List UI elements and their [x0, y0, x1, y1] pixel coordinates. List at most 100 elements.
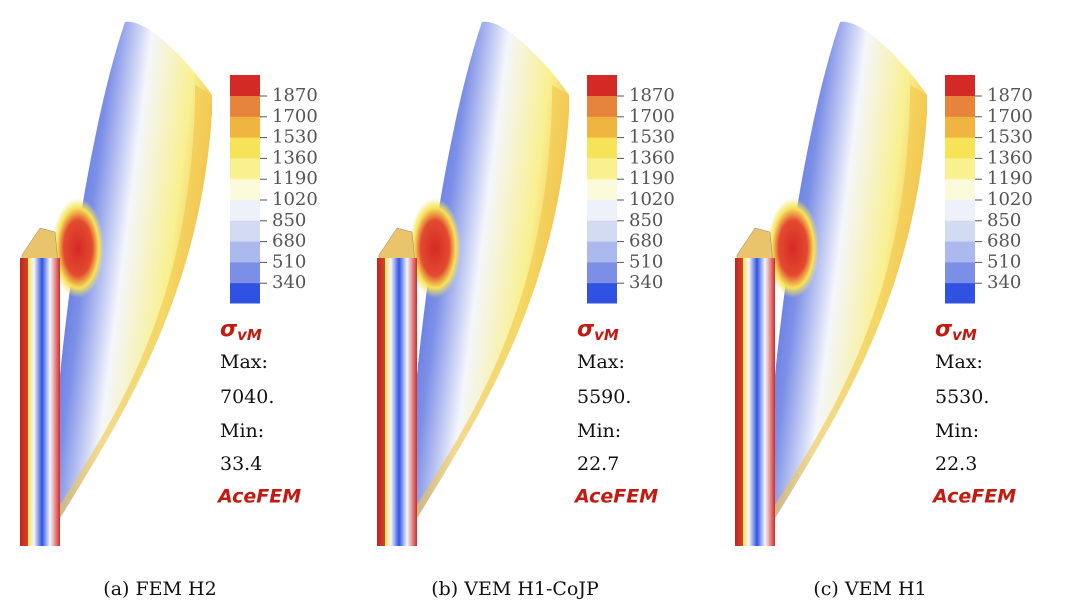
column-cap [736, 227, 774, 263]
colorbar-label: 1700 [987, 106, 1033, 127]
quantity-subscript: vM [952, 326, 977, 344]
colorbar-band [230, 262, 260, 284]
colorbar-label: 1530 [629, 127, 675, 148]
stress-peak [767, 198, 819, 298]
software-logo: AceFEM [216, 486, 301, 508]
colorbar-label: 340 [629, 272, 663, 293]
software-logo: AceFEM [931, 486, 1016, 508]
colorbar-band [945, 116, 975, 139]
colorbar-band [945, 137, 975, 159]
column-cap [21, 227, 59, 263]
colorbar-band [587, 96, 617, 118]
quantity-symbol: σ [577, 317, 595, 342]
quantity-label: σvM [220, 317, 262, 344]
colorbar-band [230, 220, 260, 243]
caption: (a) FEM H2 [103, 578, 216, 600]
min-label: Min: [577, 420, 621, 442]
quantity-label: σvM [935, 317, 977, 344]
min-label: Min: [935, 420, 979, 442]
colorbar-label: 1190 [272, 168, 318, 189]
max-value: 7040. [220, 386, 274, 408]
column-cap [378, 227, 416, 263]
colorbar-band [587, 116, 617, 139]
colorbar-label: 680 [629, 231, 663, 252]
colorbar-label: 1530 [987, 127, 1033, 148]
colorbar-label: 1020 [629, 189, 675, 210]
column-edge [735, 258, 743, 546]
max-label: Max: [577, 351, 625, 373]
fan-edge [411, 85, 569, 528]
colorbar-band [230, 116, 260, 139]
colorbar-band [587, 262, 617, 284]
colorbar-label: 1020 [987, 189, 1033, 210]
quantity-subscript: vM [237, 326, 262, 344]
colorbar-label: 510 [629, 251, 663, 272]
colorbar-label: 680 [272, 231, 306, 252]
colorbar-label: 850 [987, 210, 1021, 231]
stress-fan [50, 21, 212, 529]
min-value: 33.4 [220, 453, 262, 475]
min-value: 22.3 [935, 453, 977, 475]
colorbar-band [945, 179, 975, 201]
min-label: Min: [220, 420, 264, 442]
colorbar-label: 1360 [987, 147, 1033, 168]
colorbar-label: 1870 [987, 85, 1033, 106]
stress-peak [409, 198, 461, 298]
max-value: 5530. [935, 386, 989, 408]
colorbar-band [230, 200, 260, 222]
colorbar-band [945, 262, 975, 284]
colorbar-label: 1530 [272, 127, 318, 148]
colorbar-band [587, 137, 617, 159]
colorbar-band [230, 96, 260, 118]
colorbar-band [587, 75, 617, 97]
stress-fan [765, 21, 927, 529]
colorbar-label: 510 [272, 251, 306, 272]
colorbar-band [587, 283, 617, 304]
colorbar-label: 1020 [272, 189, 318, 210]
colorbar-band [230, 179, 260, 201]
colorbar-band [945, 200, 975, 222]
colorbar-label: 1360 [629, 147, 675, 168]
colorbar-band [945, 241, 975, 263]
colorbar-label: 1190 [987, 168, 1033, 189]
colorbar-label: 1190 [629, 168, 675, 189]
column-edge [20, 258, 28, 546]
colorbar-label: 340 [987, 272, 1021, 293]
colorbar-band [230, 283, 260, 304]
colorbar-label: 680 [987, 231, 1021, 252]
max-value: 5590. [577, 386, 631, 408]
colorbar-label: 1700 [272, 106, 318, 127]
colorbar-band [587, 220, 617, 243]
colorbar-label: 850 [272, 210, 306, 231]
colorbar-label: 1700 [629, 106, 675, 127]
colorbar-band [230, 137, 260, 159]
quantity-subscript: vM [594, 326, 619, 344]
quantity-symbol: σ [935, 317, 953, 342]
colorbar-label: 850 [629, 210, 663, 231]
column-edge [377, 258, 385, 546]
colorbar-label: 1870 [272, 85, 318, 106]
quantity-label: σvM [577, 317, 619, 344]
quantity-symbol: σ [220, 317, 238, 342]
colorbar-band [945, 75, 975, 97]
colorbar-band [230, 75, 260, 97]
colorbar-band [945, 220, 975, 243]
colorbar-band [945, 96, 975, 118]
max-label: Max: [220, 351, 268, 373]
colorbar-label: 1870 [629, 85, 675, 106]
colorbar-band [587, 179, 617, 201]
caption: (b) VEM H1-CoJP [431, 578, 599, 600]
fan-edge [769, 85, 927, 528]
max-label: Max: [935, 351, 983, 373]
colorbar-band [587, 200, 617, 222]
colorbar-band [587, 241, 617, 263]
colorbar-label: 1360 [272, 147, 318, 168]
colorbar-label: 340 [272, 272, 306, 293]
caption: (c) VEM H1 [813, 578, 926, 600]
colorbar-band [587, 158, 617, 180]
colorbar-label: 510 [987, 251, 1021, 272]
colorbar-band [945, 283, 975, 304]
